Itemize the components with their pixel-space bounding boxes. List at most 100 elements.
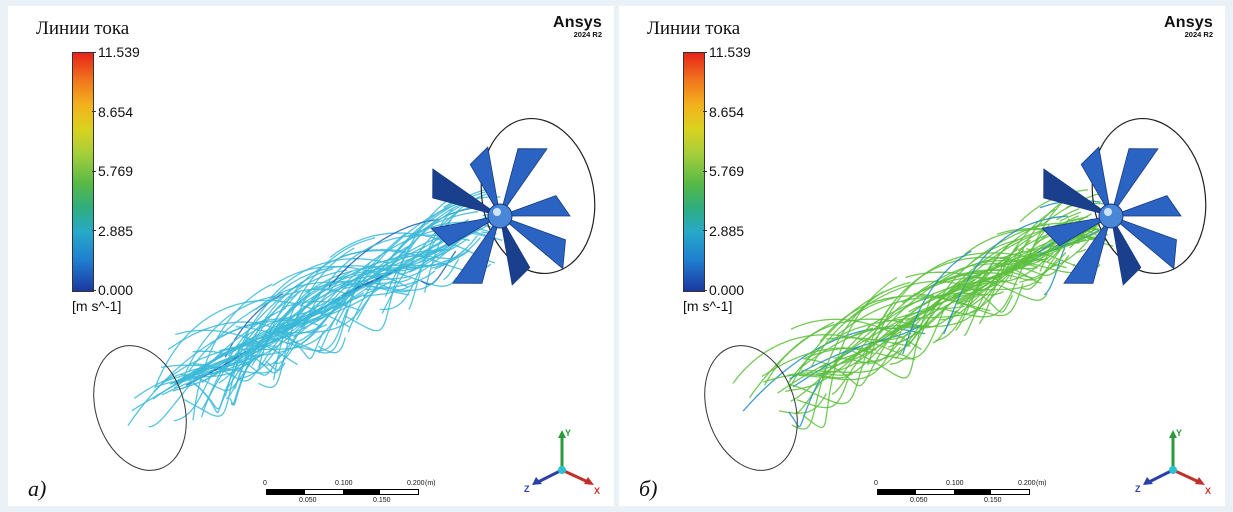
velocity-colorbar: [72, 52, 94, 292]
streamline: [819, 317, 920, 371]
legend-title: Линии тока: [647, 18, 741, 39]
panel-label: а): [28, 476, 47, 501]
fan-rotor: [1041, 146, 1182, 286]
streamline: [1076, 248, 1087, 253]
y-axis-label: Y: [565, 428, 571, 438]
streamline: [133, 366, 203, 399]
streamline: [796, 379, 849, 409]
z-axis-arrow: [537, 468, 563, 484]
streamline: [154, 299, 351, 388]
x-axis-label: X: [594, 486, 600, 496]
streamline: [994, 264, 1042, 284]
streamline: [939, 258, 1059, 284]
scale-label: 0: [263, 480, 267, 487]
streamline: [1061, 248, 1066, 253]
streamline: [1051, 237, 1091, 268]
streamline: [867, 252, 1067, 366]
fan-blade: [1080, 146, 1112, 217]
streamline: [365, 270, 436, 291]
colorbar-tick: [703, 230, 707, 231]
streamline: [1078, 218, 1084, 221]
streamline: [192, 291, 323, 382]
streamline: [218, 344, 277, 352]
colorbar-tick-label: 0.000: [709, 282, 745, 298]
streamline: [877, 256, 1080, 327]
brand-version: 2024 R2: [1184, 30, 1213, 39]
streamlines: [127, 187, 504, 428]
colorbar-unit: [m s^-1]: [72, 298, 122, 314]
streamline: [270, 258, 389, 299]
streamline: [801, 346, 901, 374]
streamline: [391, 211, 479, 258]
colorbar-tick-label: 2.885: [709, 223, 745, 239]
fan-blade: [499, 148, 548, 217]
scale-label: 0.150: [984, 497, 1002, 504]
axis-triad: Y X Z: [1135, 428, 1211, 496]
scale-bar-graphic: [266, 489, 419, 495]
fan-blade: [1110, 215, 1177, 270]
colorbar-tick-label: 11.539: [709, 44, 751, 60]
streamline: [443, 258, 460, 281]
z-axis-label: Z: [1135, 484, 1141, 494]
streamline: [889, 238, 1020, 366]
streamline: [281, 249, 445, 335]
streamline: [1019, 251, 1067, 283]
streamline: [342, 278, 438, 291]
streamline: [408, 235, 466, 273]
streamline: [833, 271, 975, 364]
streamline: [192, 283, 273, 421]
fan-blade: [1041, 215, 1112, 247]
streamline: [268, 308, 349, 352]
streamline: [240, 316, 337, 350]
streamline: [945, 227, 1097, 300]
colorbar-tick: [92, 230, 96, 231]
fan-blade: [1110, 148, 1159, 217]
colorbar-unit: [m s^-1]: [683, 298, 733, 314]
fan-blade: [1110, 215, 1142, 286]
streamline: [271, 260, 453, 335]
streamline: [179, 319, 287, 392]
colorbar-tick: [92, 111, 96, 112]
streamline: [788, 308, 981, 384]
fan-blade: [432, 168, 501, 217]
fan-hub: [1098, 203, 1124, 229]
brand-name: Ansys: [1163, 14, 1213, 31]
fan-hub-highlight: [493, 208, 501, 216]
streamline: [789, 303, 893, 405]
panel-label: б): [639, 476, 658, 501]
streamline: [215, 351, 265, 373]
scale-bar: 0 0.100 0.200 (m) 0.050 0.150: [874, 480, 1047, 506]
streamline: [201, 290, 301, 410]
streamline: [318, 232, 407, 354]
scale-label: 0.200: [407, 480, 425, 487]
streamline: [381, 236, 465, 281]
streamline: [318, 337, 346, 354]
colorbar-tick: [703, 52, 707, 53]
streamline: [417, 206, 474, 235]
streamline: [929, 267, 1038, 288]
streamline: [830, 283, 998, 364]
streamline: [161, 354, 262, 384]
colorbar-tick: [703, 111, 707, 112]
streamline: [794, 325, 871, 415]
streamline: [406, 221, 498, 238]
streamline: [788, 281, 911, 390]
streamline: [229, 361, 251, 406]
streamline: [791, 290, 884, 430]
streamline: [902, 250, 972, 355]
z-axis-arrow: [1148, 468, 1174, 484]
ansys-logo: Ansys 2024 R2: [553, 14, 602, 39]
streamline: [826, 337, 911, 347]
scale-label: 0.200: [1018, 480, 1036, 487]
streamline: [850, 324, 929, 338]
colorbar-tick: [92, 171, 96, 172]
colorbar-tick-label: 2.885: [98, 223, 134, 239]
streamline: [311, 262, 414, 315]
fan-blade: [499, 215, 531, 286]
fan-blade: [452, 215, 501, 284]
scale-bar: 0 0.100 0.200 (m) 0.050 0.150: [263, 480, 436, 506]
x-axis-arrow: [561, 468, 589, 484]
fan-blade: [469, 146, 501, 217]
colorbar-tick: [703, 171, 707, 172]
inlet-boundary: [704, 345, 798, 471]
